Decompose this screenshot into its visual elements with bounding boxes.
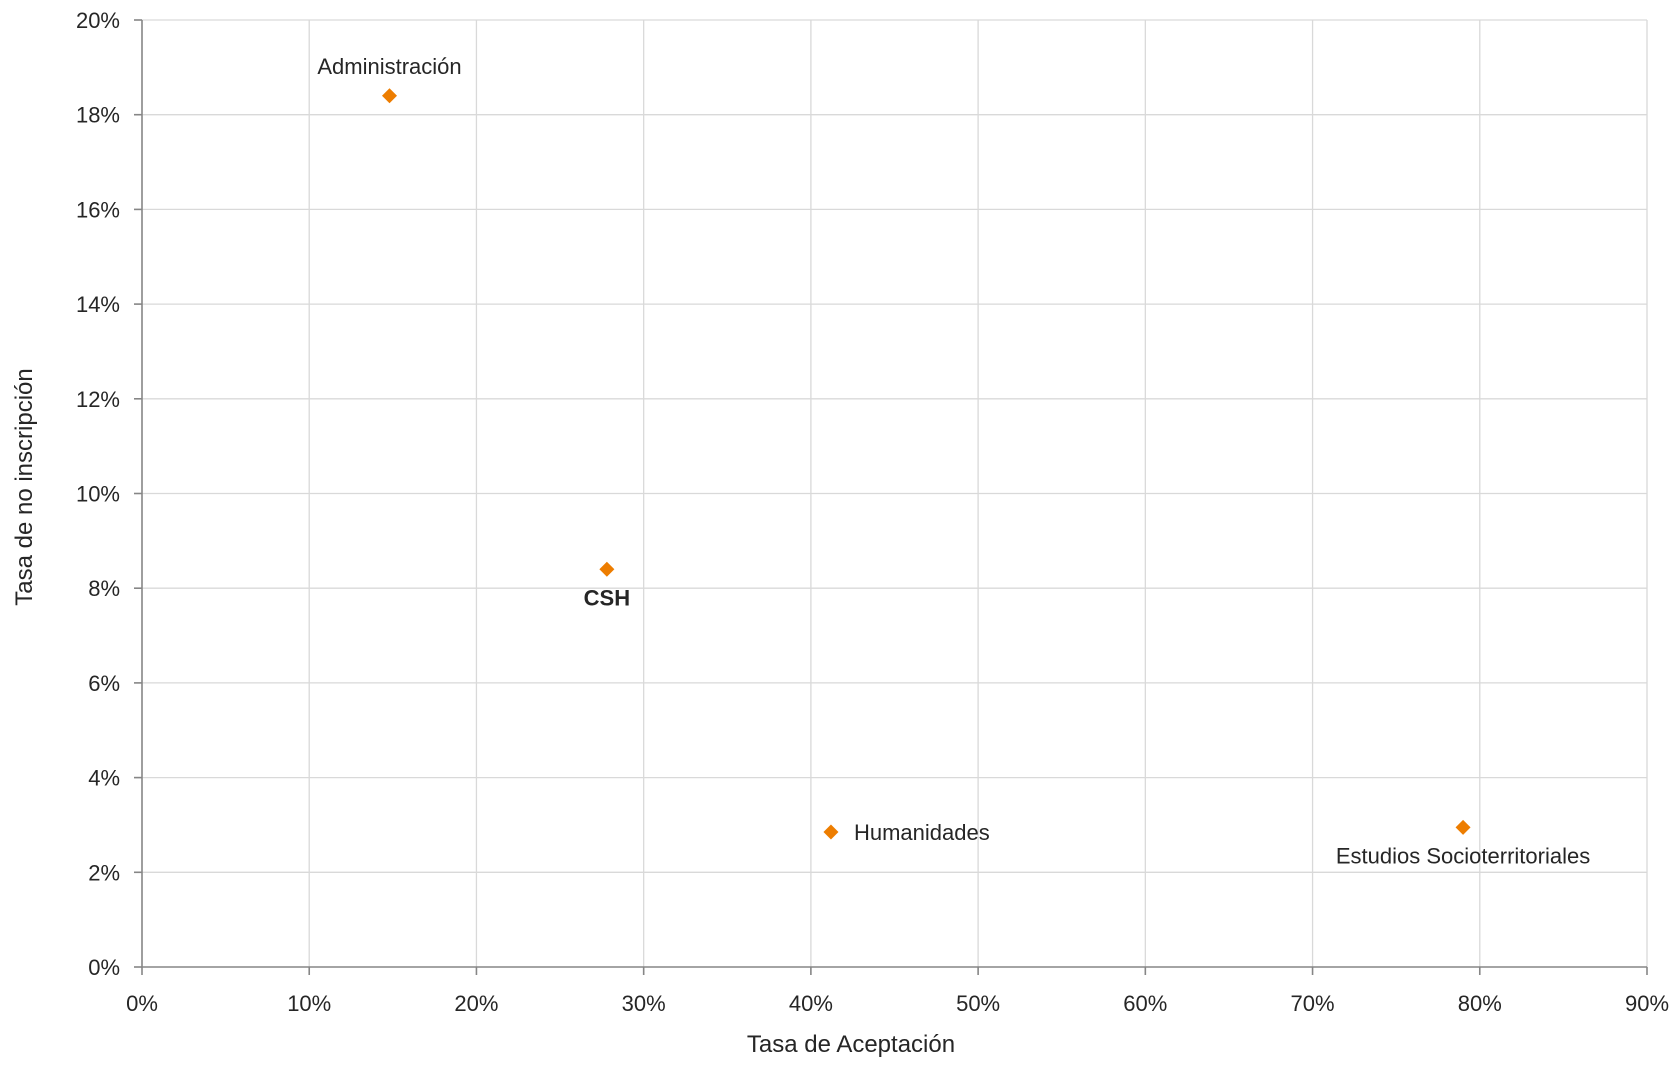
y-tick-label: 14%	[76, 292, 120, 317]
y-tick-label: 4%	[88, 766, 120, 791]
data-point-marker	[599, 561, 615, 577]
grid	[142, 19, 1648, 967]
x-tick-label: 50%	[956, 991, 1000, 1016]
y-tick-label: 20%	[76, 8, 120, 33]
tick-labels: 0% 2% 4% 6% 8% 10% 12% 14% 16% 18% 20% 0% 10% 20% 30% 4…	[76, 8, 1669, 1016]
x-tick-label: 70%	[1291, 991, 1335, 1016]
y-tick-label: 16%	[76, 197, 120, 222]
x-tick-label: 0%	[126, 991, 158, 1016]
data-points	[381, 88, 1471, 840]
x-axis-title: Tasa de Aceptación	[747, 1031, 955, 1058]
point-labels: Administración CSH Humanidades Estudios Soc…	[317, 54, 1590, 869]
data-point-label: Humanidades	[854, 820, 990, 845]
x-tick-label: 30%	[622, 991, 666, 1016]
y-tick-label: 10%	[76, 482, 120, 507]
y-tick-label: 2%	[88, 860, 120, 885]
data-point-label: Administración	[317, 54, 461, 79]
x-tick-label: 10%	[287, 991, 331, 1016]
data-point-label: Estudios Socioterritoriales	[1336, 843, 1590, 868]
x-tick-label: 20%	[454, 991, 498, 1016]
x-tick-label: 60%	[1123, 991, 1167, 1016]
y-tick-label: 6%	[88, 671, 120, 696]
y-tick-label: 8%	[88, 576, 120, 601]
y-tick-label: 0%	[88, 955, 120, 980]
data-point-marker	[381, 88, 397, 104]
axes	[134, 19, 1648, 975]
x-tick-label: 90%	[1625, 991, 1669, 1016]
y-tick-label: 12%	[76, 387, 120, 412]
y-tick-label: 18%	[76, 103, 120, 128]
x-tick-label: 40%	[789, 991, 833, 1016]
data-point-label: CSH	[584, 585, 630, 610]
y-axis-title: Tasa de no inscripción	[11, 368, 38, 605]
data-point-marker	[823, 824, 839, 840]
x-tick-label: 80%	[1458, 991, 1502, 1016]
data-point-marker	[1455, 819, 1471, 835]
